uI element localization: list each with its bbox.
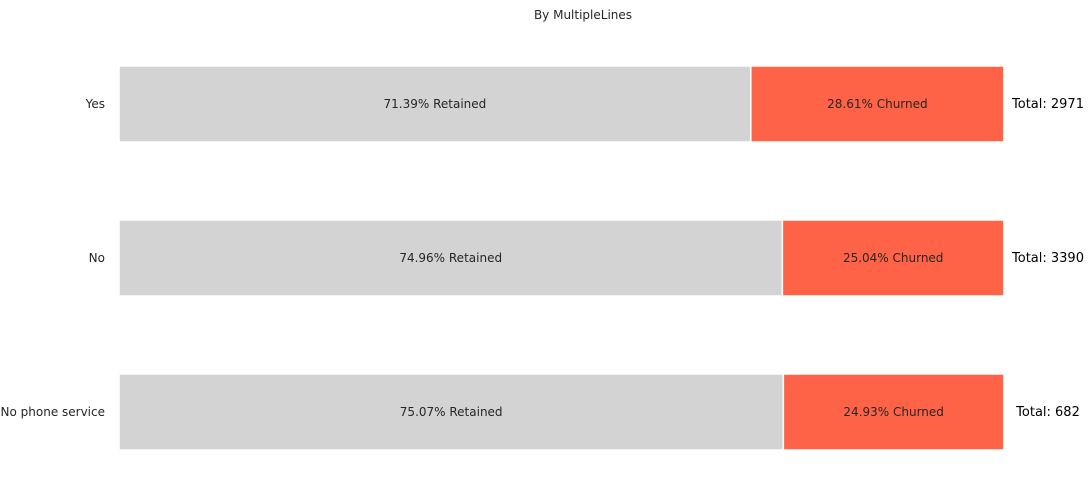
category-label: No phone service bbox=[1, 405, 105, 419]
retained-bar bbox=[118, 219, 784, 297]
retained-data-label: 71.39% Retained bbox=[384, 97, 487, 111]
labels-layer: Yes 71.39% Retained 28.61% Churned Total: 2… bbox=[1, 97, 1084, 420]
churned-bar bbox=[750, 65, 1005, 143]
total-annotation: Total: 2971 bbox=[1011, 97, 1084, 112]
churned-data-label: 28.61% Churned bbox=[827, 97, 928, 111]
churned-data-label: 24.93% Churned bbox=[843, 405, 944, 419]
retained-bar bbox=[118, 65, 752, 143]
retained-data-label: 74.96% Retained bbox=[399, 251, 502, 265]
churned-bar bbox=[782, 373, 1005, 451]
retained-bar bbox=[118, 373, 785, 451]
category-label: Yes bbox=[85, 97, 105, 111]
total-annotation: Total: 682 bbox=[1015, 405, 1080, 420]
category-label: No bbox=[89, 251, 105, 265]
total-annotation: Total: 3390 bbox=[1011, 251, 1084, 266]
bars-layer bbox=[118, 65, 1005, 451]
retained-data-label: 75.07% Retained bbox=[400, 405, 503, 419]
churned-data-label: 25.04% Churned bbox=[843, 251, 944, 265]
chart-title: By MultipleLines bbox=[534, 8, 632, 22]
churned-bar bbox=[781, 219, 1005, 297]
